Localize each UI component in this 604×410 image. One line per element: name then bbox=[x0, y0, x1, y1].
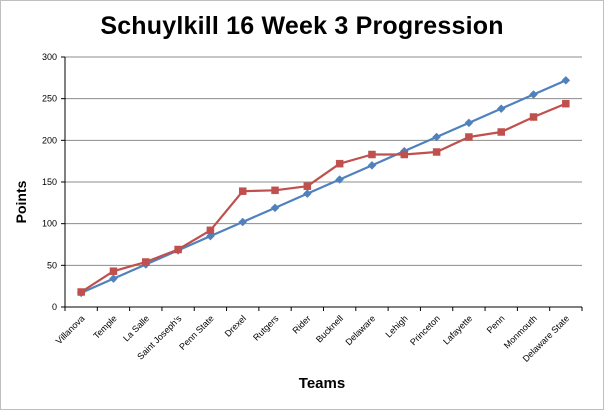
data-point bbox=[367, 160, 377, 170]
x-tick-label: Villanova bbox=[54, 313, 87, 346]
data-point bbox=[561, 75, 571, 85]
data-point bbox=[432, 132, 441, 142]
x-tick-label: Princeton bbox=[408, 313, 442, 347]
x-tick-label: Lehigh bbox=[384, 313, 410, 339]
data-point bbox=[368, 150, 376, 159]
x-tick-label: Rider bbox=[290, 313, 312, 335]
x-tick-label: Lafayette bbox=[441, 313, 474, 346]
x-tick-label: La Salle bbox=[121, 313, 151, 343]
data-point bbox=[497, 128, 505, 136]
data-point bbox=[238, 187, 247, 195]
y-tick-label: 100 bbox=[42, 219, 57, 229]
y-tick-label: 300 bbox=[42, 52, 57, 62]
data-point bbox=[465, 133, 473, 141]
data-point bbox=[174, 245, 182, 254]
x-tick-label: Rutgers bbox=[251, 313, 281, 343]
x-tick-label: Bucknell bbox=[314, 313, 345, 344]
data-point bbox=[238, 217, 248, 227]
data-point bbox=[529, 90, 538, 99]
x-tick-label: Penn State bbox=[177, 313, 216, 352]
x-tick-label: Temple bbox=[91, 313, 119, 341]
y-tick-label: 150 bbox=[42, 177, 57, 187]
x-tick-label: Delaware bbox=[343, 313, 377, 347]
series-line bbox=[80, 79, 567, 294]
series-line bbox=[80, 102, 567, 293]
data-point bbox=[206, 231, 215, 241]
data-point bbox=[303, 182, 312, 190]
data-point bbox=[109, 274, 118, 284]
data-point bbox=[109, 267, 118, 275]
data-point bbox=[271, 186, 279, 195]
x-axis-label: Teams bbox=[298, 375, 346, 392]
data-point bbox=[77, 288, 85, 296]
data-point bbox=[464, 118, 474, 128]
data-point bbox=[432, 148, 441, 156]
data-point bbox=[206, 226, 215, 235]
data-point bbox=[562, 99, 570, 108]
y-tick-label: 50 bbox=[47, 260, 57, 270]
data-point bbox=[270, 203, 280, 213]
y-tick-label: 250 bbox=[42, 94, 57, 104]
y-tick-label: 200 bbox=[42, 135, 57, 145]
chart-title: Schuylkill 16 Week 3 Progression bbox=[100, 12, 504, 40]
x-tick-label: Penn bbox=[485, 313, 507, 335]
data-point bbox=[142, 258, 150, 266]
data-point bbox=[302, 189, 312, 199]
data-point bbox=[335, 175, 345, 184]
data-point bbox=[496, 104, 506, 114]
data-point bbox=[335, 159, 344, 168]
data-point bbox=[400, 150, 409, 159]
x-tick-label: Drexel bbox=[223, 313, 248, 338]
data-point bbox=[529, 113, 538, 121]
y-tick-label: 0 bbox=[52, 302, 57, 312]
